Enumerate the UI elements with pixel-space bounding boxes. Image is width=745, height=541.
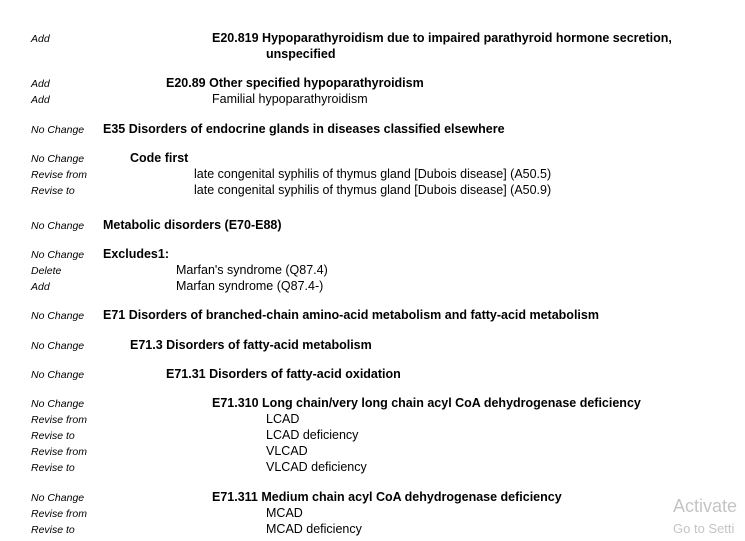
- entry-text: E71.310 Long chain/very long chain acyl …: [212, 396, 641, 410]
- change-action: Revise from: [31, 508, 88, 520]
- entry-text: E20.89 Other specified hypoparathyroidis…: [166, 76, 424, 90]
- change-action: Revise from: [31, 414, 88, 426]
- activation-watermark-subtitle: Go to Setti: [673, 521, 735, 536]
- entry-text: VLCAD deficiency: [266, 460, 367, 474]
- change-action: Add: [31, 33, 50, 45]
- change-action: No Change: [31, 310, 85, 322]
- change-action: Revise from: [31, 169, 88, 181]
- entry-text: E35 Disorders of endocrine glands in dis…: [103, 122, 505, 136]
- change-action: No Change: [31, 153, 85, 165]
- entry-text: MCAD: [266, 506, 303, 520]
- entry-text: MCAD deficiency: [266, 522, 362, 536]
- entry-text: E71.3 Disorders of fatty-acid metabolism: [130, 338, 372, 352]
- entry-text: Marfan's syndrome (Q87.4): [176, 263, 328, 277]
- entry-text: E71 Disorders of branched-chain amino-ac…: [103, 308, 599, 322]
- change-action: No Change: [31, 398, 85, 410]
- entry-text: LCAD deficiency: [266, 428, 359, 442]
- change-action: Revise to: [31, 462, 75, 474]
- entry-text: E71.311 Medium chain acyl CoA dehydrogen…: [212, 490, 562, 504]
- entry-text: E20.819 Hypoparathyroidism due to impair…: [212, 31, 672, 45]
- entry-text: Marfan syndrome (Q87.4-): [176, 279, 324, 293]
- change-action: No Change: [31, 340, 85, 352]
- change-action: Add: [31, 94, 50, 106]
- change-action: No Change: [31, 249, 85, 261]
- change-action: No Change: [31, 369, 85, 381]
- entry-text: late congenital syphilis of thymus gland…: [194, 167, 552, 181]
- entry-text: LCAD: [266, 412, 300, 426]
- change-action: No Change: [31, 124, 85, 136]
- change-action: No Change: [31, 492, 85, 504]
- entry-text: Excludes1:: [103, 247, 170, 261]
- change-action: Add: [31, 78, 50, 90]
- activation-watermark-title: Activate: [673, 496, 738, 516]
- change-action: No Change: [31, 220, 85, 232]
- change-action: Delete: [31, 265, 62, 277]
- change-action: Revise to: [31, 430, 75, 442]
- entry-text: unspecified: [266, 47, 336, 61]
- entry-text: Code first: [130, 151, 189, 165]
- entry-text: late congenital syphilis of thymus gland…: [194, 183, 552, 197]
- change-action: Add: [31, 281, 50, 293]
- entry-text: Familial hypoparathyroidism: [212, 92, 368, 106]
- entry-text: VLCAD: [266, 444, 308, 458]
- entry-text: Metabolic disorders (E70-E88): [103, 218, 282, 232]
- entry-text: E71.31 Disorders of fatty-acid oxidation: [166, 367, 401, 381]
- change-action: Revise to: [31, 185, 75, 197]
- change-action: Revise to: [31, 524, 75, 536]
- change-action: Revise from: [31, 446, 88, 458]
